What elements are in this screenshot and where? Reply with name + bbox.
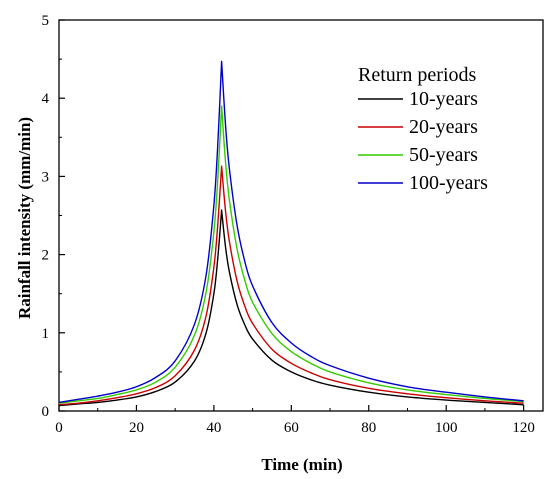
x-axis-ticks: 0 20 40 60 80 100 120 xyxy=(55,405,535,436)
y-tick-label: 5 xyxy=(42,13,50,29)
x-tick-label: 0 xyxy=(55,420,63,436)
x-tick-label: 40 xyxy=(206,420,221,436)
x-tick-label: 120 xyxy=(512,420,535,436)
legend: Return periods 10-years20-years50-years1… xyxy=(358,64,488,194)
y-tick-label: 2 xyxy=(42,248,50,264)
legend-label-10-years: 10-years xyxy=(409,88,478,110)
x-tick-label: 100 xyxy=(435,420,458,436)
legend-title: Return periods xyxy=(358,64,477,86)
y-tick-label: 4 xyxy=(42,91,50,107)
x-axis-title: Time (min) xyxy=(261,455,342,474)
legend-label-100-years: 100-years xyxy=(409,172,488,194)
x-tick-label: 80 xyxy=(361,420,376,436)
y-tick-label: 0 xyxy=(42,404,50,420)
x-tick-label: 20 xyxy=(129,420,144,436)
series-lines xyxy=(58,60,524,407)
y-tick-label: 3 xyxy=(42,169,50,185)
x-tick-label: 60 xyxy=(284,420,299,436)
series-line-20-years xyxy=(58,165,524,406)
legend-label-20-years: 20-years xyxy=(409,116,478,138)
y-tick-label: 1 xyxy=(42,326,50,342)
legend-label-50-years: 50-years xyxy=(409,144,478,166)
series-line-10-years xyxy=(58,209,524,407)
legend-items: 10-years 20-years 50-years 100-years xyxy=(358,88,488,194)
y-axis-ticks: 0 1 2 3 4 5 xyxy=(42,13,65,420)
series-line-100-years xyxy=(58,60,524,404)
y-axis-title: Rainfall intensity (mm/min) xyxy=(15,117,34,319)
series-line-50-years xyxy=(58,105,524,404)
